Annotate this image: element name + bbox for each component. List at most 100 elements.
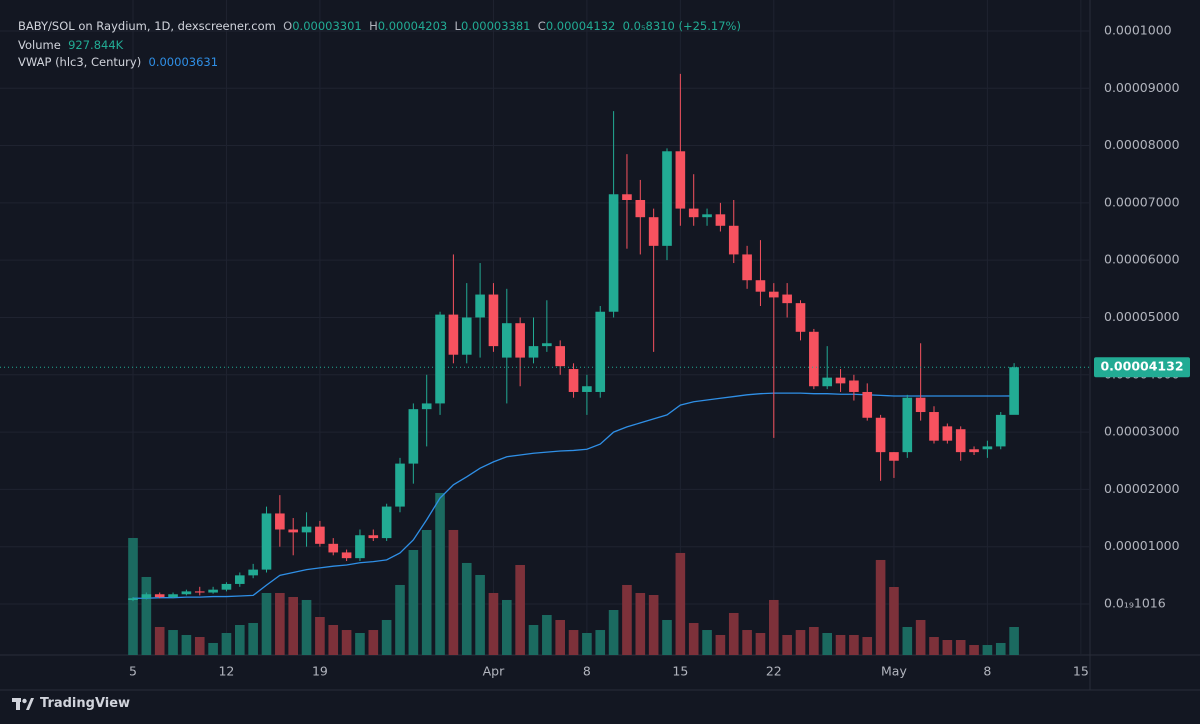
volume-bar: [929, 637, 939, 655]
volume-bar: [875, 559, 886, 655]
candle-body: [915, 397, 926, 413]
candle-body: [555, 346, 566, 367]
volume-bar: [662, 619, 672, 655]
volume-bar: [288, 596, 299, 655]
x-tick-label: 15: [672, 664, 688, 679]
candle-body: [702, 214, 712, 218]
volume-label: Volume: [18, 38, 61, 52]
x-tick-label: 15: [1073, 664, 1089, 679]
volume-bar: [221, 632, 232, 655]
x-tick-label: 12: [218, 664, 234, 679]
volume-bar: [742, 630, 752, 655]
candle-body: [862, 391, 873, 418]
logo: [12, 697, 34, 710]
y-tick-label: 0.00007000: [1104, 194, 1180, 209]
volume-bar: [728, 612, 739, 655]
volume-bar: [395, 584, 405, 655]
h-label: H: [369, 19, 378, 33]
candle-body: [622, 194, 632, 200]
volume-bar: [261, 593, 272, 655]
candle-body: [528, 346, 539, 358]
candle-body: [448, 314, 459, 355]
x-tick-label: 8: [983, 664, 991, 679]
volume-value: 927.844K: [68, 38, 124, 52]
candle-body: [809, 331, 819, 387]
volume-bar: [608, 609, 619, 655]
x-tick-label: 5: [129, 664, 137, 679]
candle-body: [1009, 367, 1019, 415]
candle-body: [635, 199, 646, 218]
volume-bar: [141, 576, 152, 655]
candle-body: [221, 583, 232, 590]
candle-body: [969, 449, 979, 453]
candle-body: [662, 151, 672, 246]
x-tick-label: Apr: [483, 664, 505, 679]
c-value: 0.00004132: [545, 19, 616, 33]
volume-bar: [475, 574, 485, 655]
candle-body: [181, 591, 192, 595]
candle-body: [301, 526, 312, 533]
y-tick-label: 0.00001000: [1104, 538, 1180, 553]
candle-body: [435, 314, 445, 404]
candle-body: [675, 151, 686, 209]
candle-body: [822, 377, 833, 387]
candle-body: [582, 386, 592, 392]
candle-body: [995, 414, 1006, 447]
x-tick-label: 8: [583, 664, 591, 679]
l-value: 0.00003381: [460, 19, 531, 33]
volume-bar: [568, 630, 579, 655]
o-label: O: [283, 19, 293, 33]
candle-body: [261, 513, 272, 570]
candle-body: [755, 280, 766, 292]
candle-body: [982, 446, 993, 450]
x-tick-label: May: [881, 664, 907, 679]
volume-bar: [635, 593, 646, 655]
volume-bar: [248, 623, 258, 655]
volume-bar: [208, 642, 218, 655]
volume-bar: [582, 632, 592, 655]
volume-bar: [194, 637, 205, 655]
candle-body: [341, 552, 352, 559]
volume-bar: [448, 529, 459, 655]
candle-body: [849, 380, 859, 392]
candle-body: [648, 217, 659, 246]
candle-body: [421, 403, 432, 410]
candle-body: [835, 377, 846, 384]
current-price-label: 0.00004132: [1100, 359, 1183, 374]
volume-bar: [234, 624, 245, 655]
candle-body: [715, 214, 726, 226]
volume-bar: [955, 639, 966, 655]
volume-bar: [889, 586, 899, 655]
candle-body: [381, 506, 392, 539]
y-tick-label: 0.00002000: [1104, 481, 1180, 496]
volume-bar: [301, 599, 312, 655]
volume-bar: [942, 639, 953, 655]
candle-body: [542, 343, 552, 347]
volume-header: Volume 927.844K: [18, 38, 123, 52]
volume-bar: [128, 537, 138, 655]
volume-bar: [795, 630, 806, 655]
candle-body: [395, 463, 405, 507]
volume-bar: [555, 619, 566, 655]
candle-body: [288, 529, 299, 533]
brand: TradingView: [40, 696, 131, 711]
candle-body: [248, 569, 258, 576]
volume-bar: [181, 634, 192, 655]
y-tick-label: 0.00006000: [1104, 252, 1180, 267]
candle-body: [355, 535, 365, 559]
pair: BABY/SOL on Raydium, 1D, dexscreener.com: [18, 19, 276, 33]
volume-bar: [341, 630, 352, 655]
candle-body: [875, 417, 886, 453]
candle-body: [368, 535, 379, 539]
x-tick-label: 19: [312, 664, 328, 679]
volume-bar: [1009, 626, 1019, 655]
volume-bar: [849, 634, 859, 655]
volume-bar: [315, 616, 325, 655]
vwap-header: VWAP (hlc3, Century) 0.00003631: [18, 55, 218, 69]
candle-body: [608, 194, 619, 312]
vwap-value: 0.00003631: [148, 55, 219, 69]
x-tick-label: 22: [766, 664, 782, 679]
candle-body: [128, 598, 138, 600]
